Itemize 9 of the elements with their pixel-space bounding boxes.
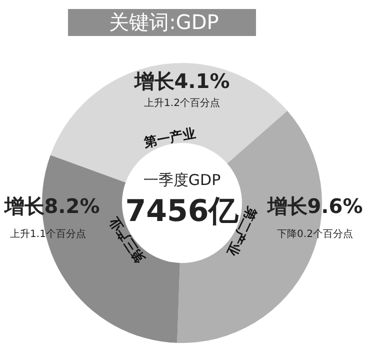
text: 增长4.1% [133, 69, 230, 93]
text: 增长8.2% [3, 194, 100, 218]
text: 上升1.1个百分点 [10, 228, 86, 240]
text: 下降0.2个百分点 [277, 228, 353, 240]
slice-label: 第一产业 [142, 125, 197, 151]
text: 增长9.6% [266, 194, 363, 218]
text: 上升1.2个百分点 [144, 97, 220, 109]
text: 一季度GDP [143, 171, 221, 189]
chart-title: 关键词:GDP [109, 10, 219, 34]
